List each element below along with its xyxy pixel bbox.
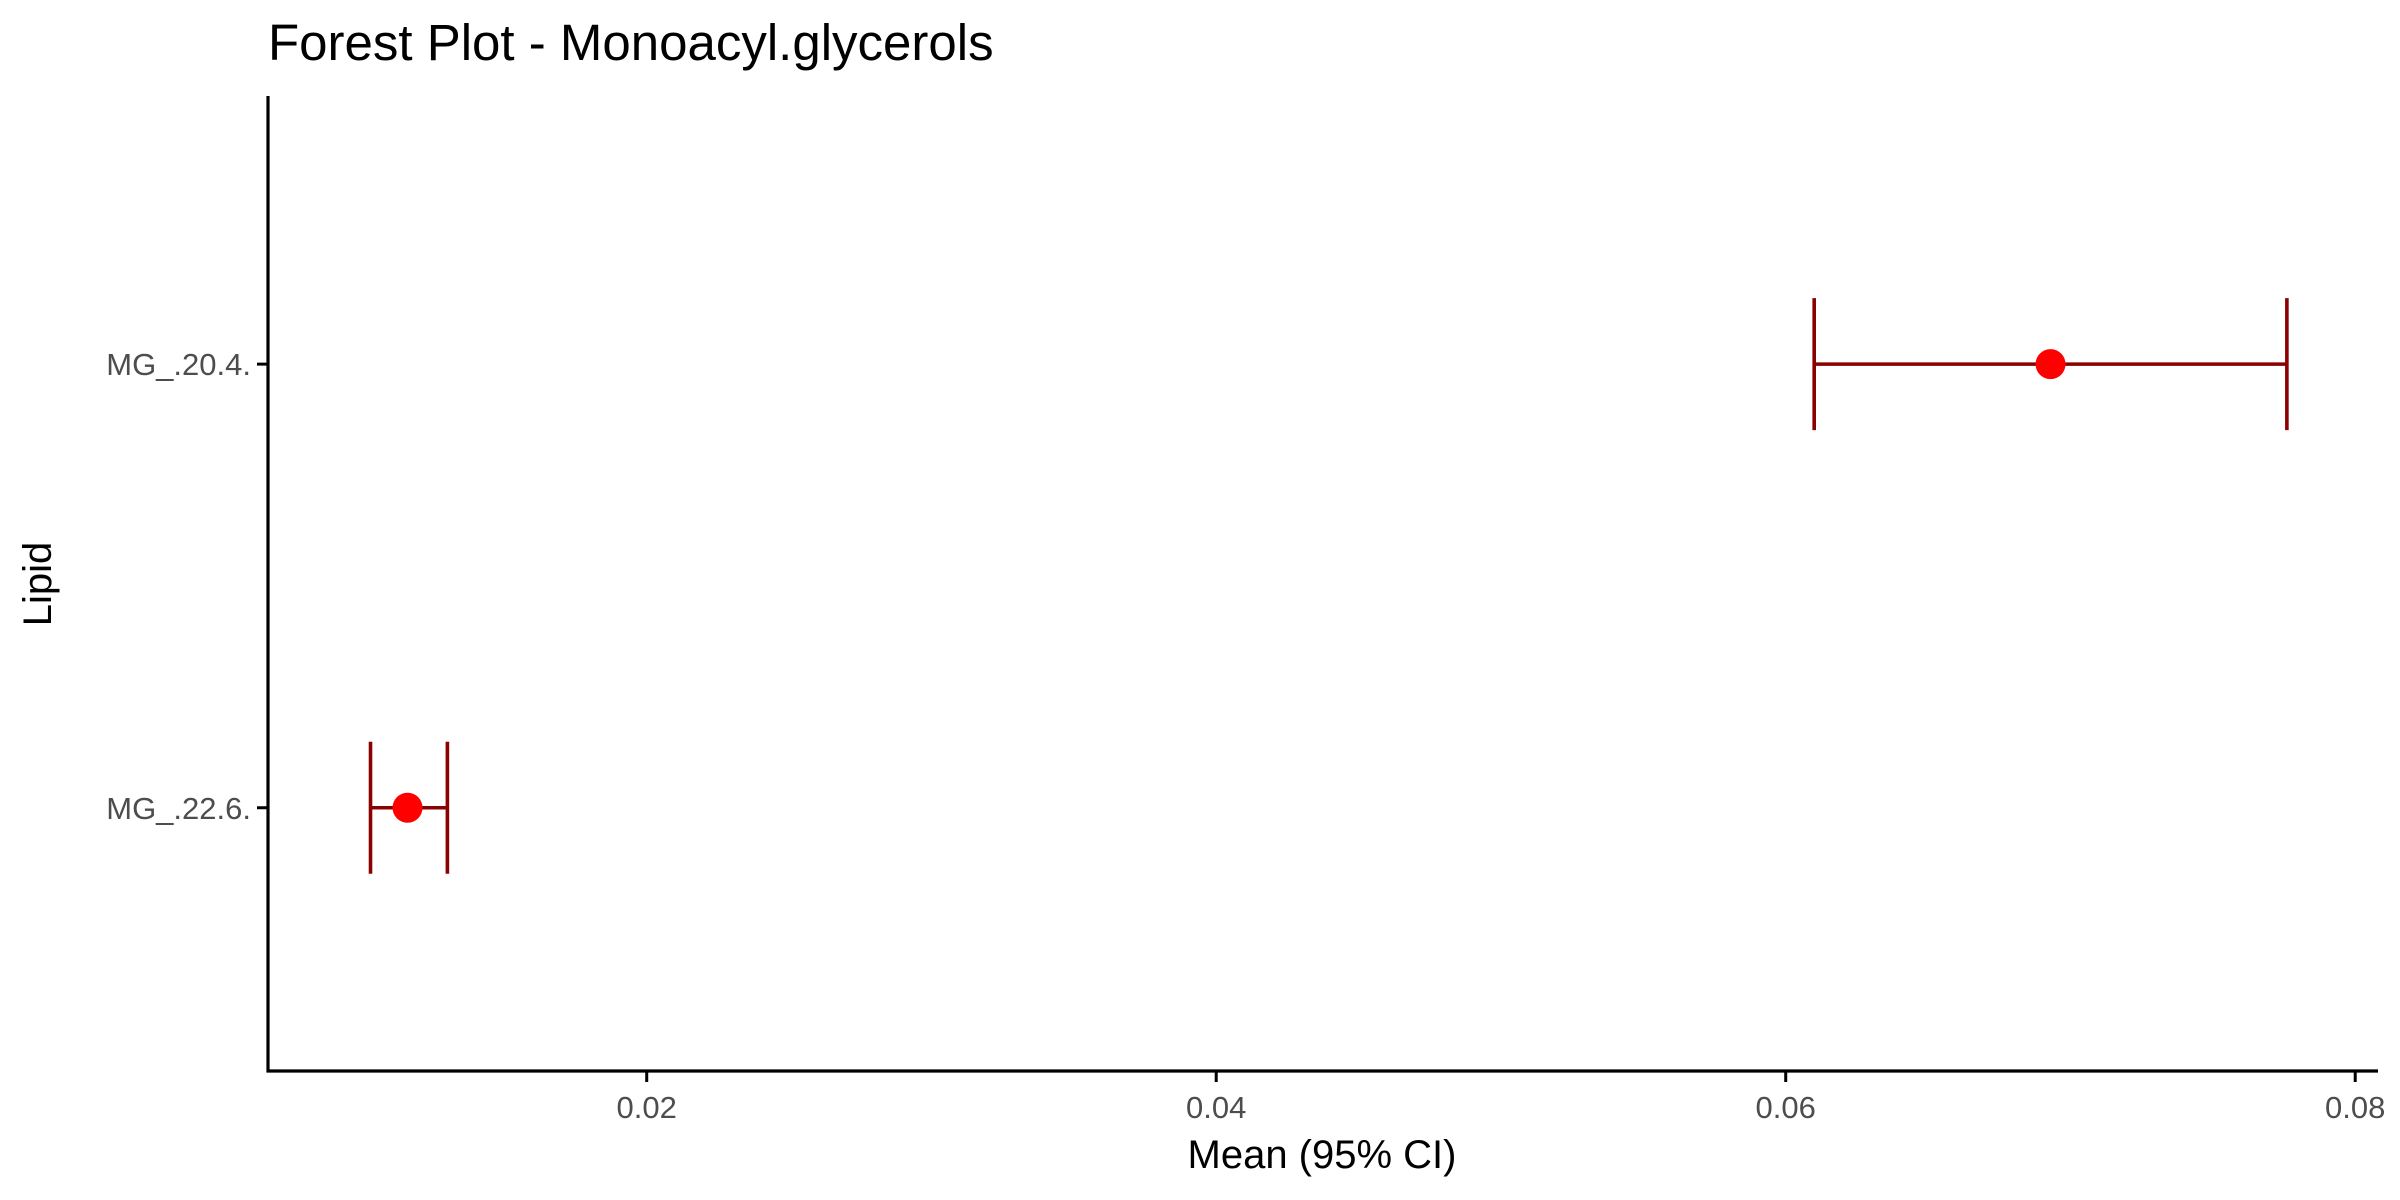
- chart-title: Forest Plot - Monoacyl.glycerols: [268, 14, 994, 71]
- y-tick-label: MG_.20.4.: [106, 347, 251, 382]
- mean-point: [2035, 349, 2066, 380]
- x-tick-label: 0.06: [1756, 1090, 1816, 1125]
- mean-point: [392, 792, 423, 823]
- x-axis-title: Mean (95% CI): [1188, 1133, 1457, 1177]
- y-tick-label: MG_.22.6.: [106, 791, 251, 826]
- plot-area: 0.02 0.04 0.06 0.08 MG_.22.6. MG_.20.4.: [106, 96, 2385, 1125]
- x-tick-label: 0.08: [2325, 1090, 2385, 1125]
- y-axis-title: Lipid: [16, 542, 60, 627]
- x-tick-label: 0.02: [617, 1090, 677, 1125]
- x-tick-label: 0.04: [1186, 1090, 1246, 1125]
